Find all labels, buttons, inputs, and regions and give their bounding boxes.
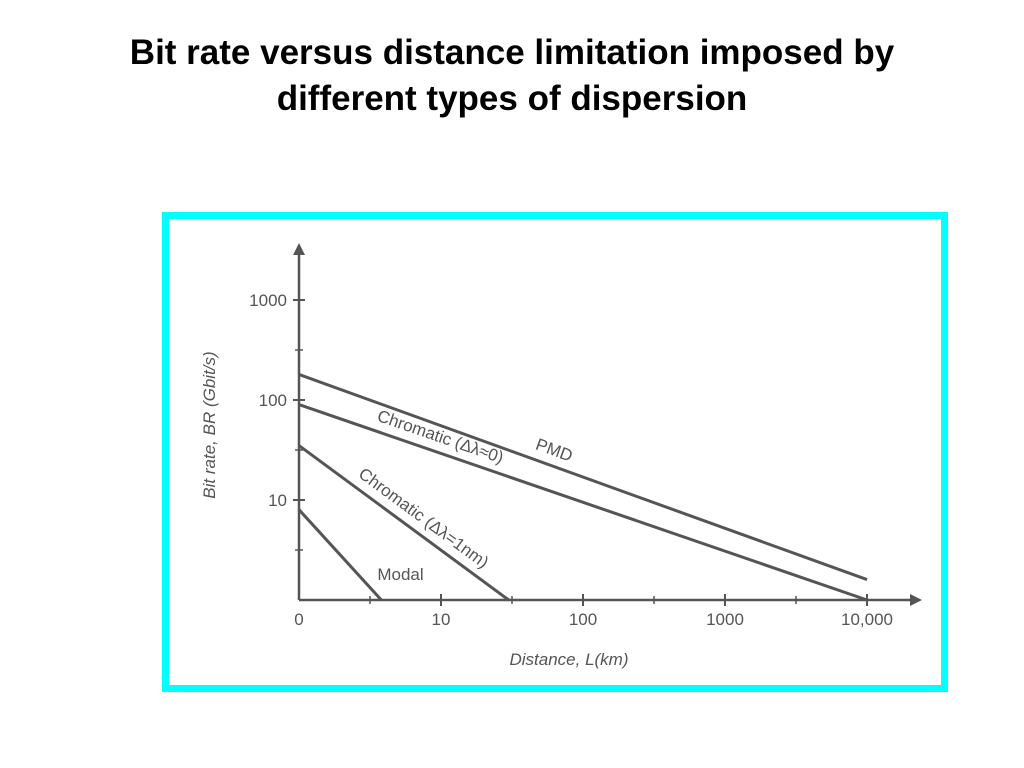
x-tick-label: 100 [569,610,597,629]
series-line-pmd [298,373,868,581]
slide-title-line-2: different types of dispersion [276,79,748,118]
y-tick-label: 1000 [249,291,287,310]
x-axis-arrow [910,594,922,606]
x-tick-label: 10,000 [841,610,893,629]
series-line-chromatic-zero [298,403,868,602]
chart: 0 10 100 1000 10,000 10 100 1000 Distance, L(km… [200,243,922,669]
series-line-modal [297,508,383,602]
series-label-chromatic-1nm: Chromatic (Δλ=1nm) [355,464,492,572]
series-line-chromatic-1nm [298,444,510,602]
y-tick-label: 100 [259,391,287,410]
chart-frame: 0 10 100 1000 10,000 10 100 1000 Distance, L(km… [162,212,948,692]
y-axis-label: Bit rate, BR (Gbit/s) [200,351,219,498]
chart-series [297,373,868,602]
x-tick-label: 1000 [706,610,744,629]
x-tick-label: 0 [294,610,303,629]
y-axis-arrow [293,243,305,255]
x-axis-label: Distance, L(km) [509,650,628,669]
chart-axes [293,243,922,606]
slide-title-line-1: Bit rate versus distance limitation impo… [129,33,895,72]
x-tick-label: 10 [432,610,451,629]
slide-title: Bit rate versus distance limitation impo… [0,30,1024,122]
chart-ticks: 0 10 100 1000 10,000 10 100 1000 [249,291,893,629]
series-label-modal: Modal [377,565,423,584]
y-tick-label: 10 [268,491,287,510]
